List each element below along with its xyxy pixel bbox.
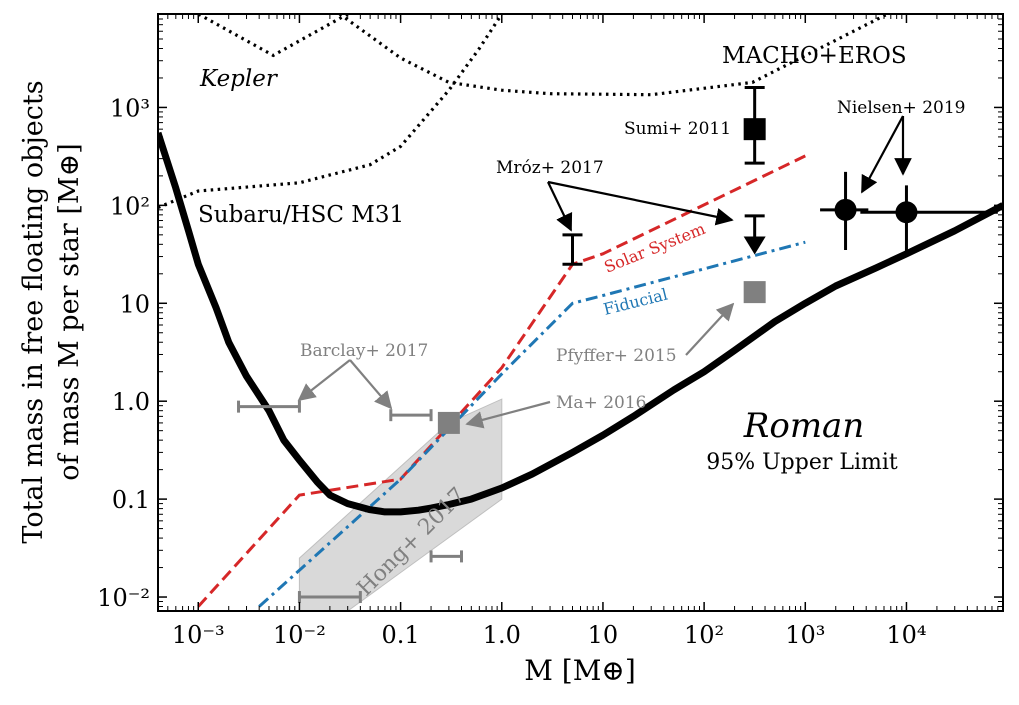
sumi-marker [744,118,766,140]
pfyffer-marker [744,281,766,303]
kepler-label: Kepler [199,66,279,92]
nielsen-label: Nielsen+ 2019 [837,98,965,118]
mroz-label: Mróz+ 2017 [496,158,604,178]
x-tick-label: 10² [684,621,724,649]
roman-sublabel: 95% Upper Limit [706,450,898,475]
y-axis-label-line2: of mass M per star [M⊕] [54,143,85,480]
subaru-label: Subaru/HSC M31 [198,202,404,228]
barclay-label: Barclay+ 2017 [300,341,428,361]
y-tick-label: 1.0 [112,388,150,416]
macho-eros-label: MACHO+EROS [722,43,907,69]
x-tick-label: 1.0 [483,621,521,649]
nielsen-arrow-1 [862,116,903,192]
kepler-dotted-curve [198,14,347,55]
y-tick-label: 10⁻² [97,584,150,612]
subaru-dotted-curve [158,14,502,208]
x-tick-label: 10⁴ [886,621,926,649]
nielsen-b-marker [895,201,917,223]
barclay-arrow-1 [299,360,350,400]
y-tick-label: 0.1 [112,486,150,514]
y-axis-label-line1: Total mass in free floating objects [18,80,49,543]
x-tick-label: 10 [588,621,619,649]
fiducial-label: Fiducial [601,285,669,319]
sumi-label: Sumi+ 2011 [624,119,731,139]
x-tick-label: 10⁻² [273,621,326,649]
barclay-arrow-2 [350,360,391,408]
x-axis-label: M [M⊕] [524,654,636,687]
hong-2017-band [299,399,501,611]
y-tick-label: 10² [110,192,150,220]
x-tick-label: 10³ [785,621,825,649]
y-tick-label: 10 [119,290,150,318]
pfyffer-arrow [686,304,733,355]
pfyffer-label: Pfyffer+ 2015 [556,346,677,366]
y-tick-label: 10³ [110,94,150,122]
mroz-arrow-2 [548,182,732,220]
x-tick-label: 10⁻³ [172,621,225,649]
mroz-arrow-1 [548,182,571,230]
x-tick-label: 0.1 [382,621,420,649]
ma-marker [438,412,460,434]
ma-label: Ma+ 2016 [556,393,646,413]
mroz-b-upper-limit-arrow [744,237,766,255]
roman-label: Roman [743,406,864,446]
nielsen-a-marker [835,199,857,221]
annotations: Kepler Subaru/HSC M31 MACHO+EROS Sumi+ 2… [198,43,965,601]
